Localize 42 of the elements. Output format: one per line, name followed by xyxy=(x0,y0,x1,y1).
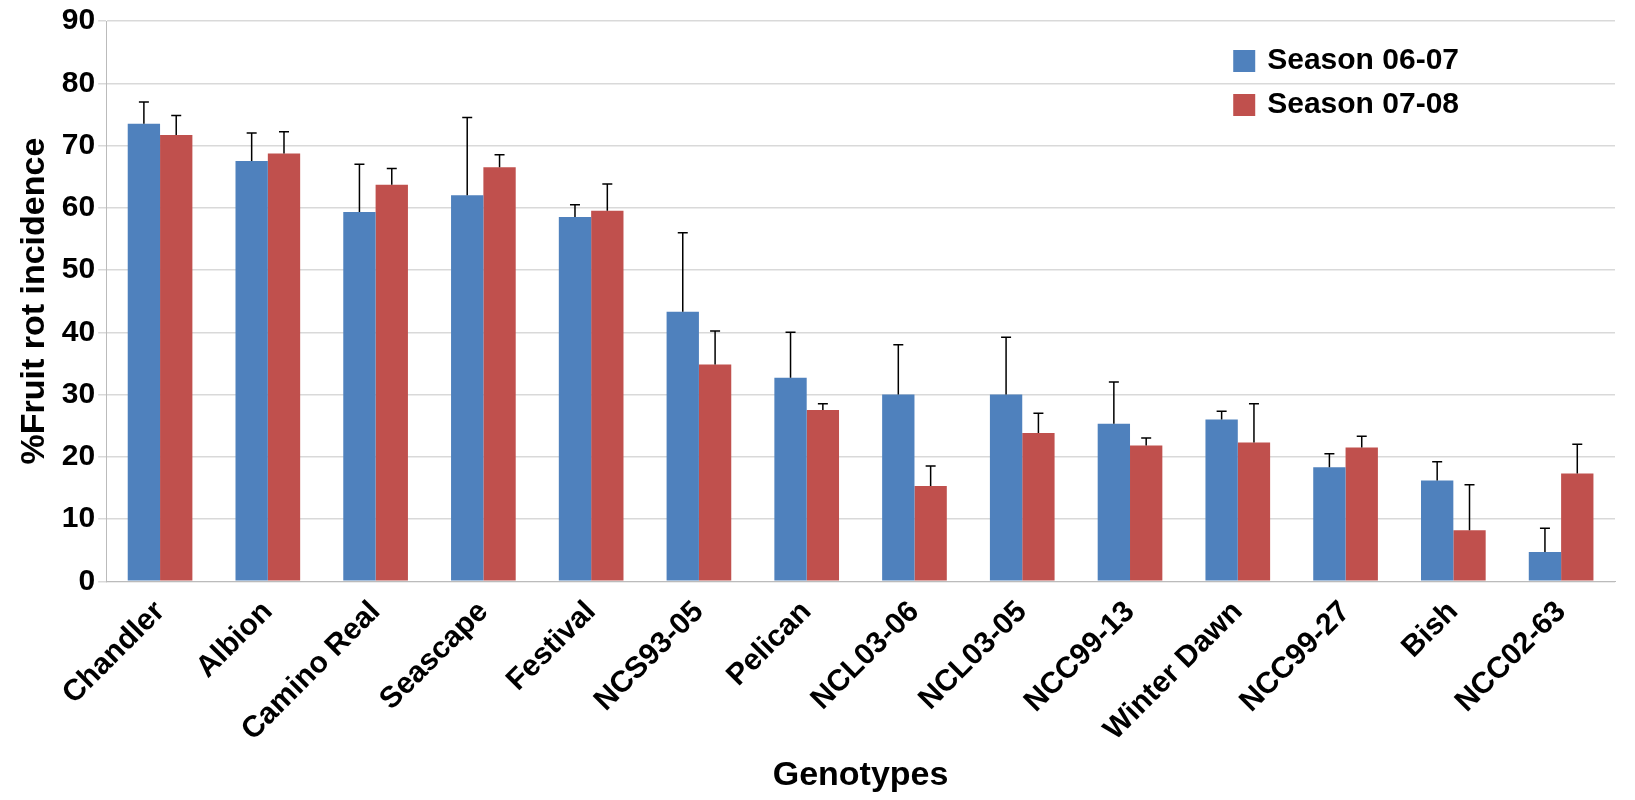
bar xyxy=(267,153,301,581)
y-tick-label: 10 xyxy=(61,500,96,534)
bar xyxy=(882,394,915,581)
bar xyxy=(160,134,193,581)
bar xyxy=(666,311,699,581)
bar xyxy=(1421,480,1454,581)
bar xyxy=(1528,552,1562,581)
y-tick-label: 80 xyxy=(61,64,96,98)
y-tick-label: 90 xyxy=(61,2,96,36)
bar xyxy=(591,210,624,581)
bar xyxy=(1345,447,1378,581)
bar xyxy=(1237,442,1271,581)
y-axis-title: %Fruit rot incidence xyxy=(12,137,51,465)
bar xyxy=(806,410,840,581)
y-tick-label: 70 xyxy=(61,126,96,160)
y-tick-label: 50 xyxy=(61,251,96,285)
bar xyxy=(127,123,161,581)
bar xyxy=(698,364,732,581)
bar xyxy=(451,195,484,581)
bar xyxy=(774,377,807,581)
bar xyxy=(1130,445,1163,581)
bar xyxy=(1453,530,1486,581)
bar xyxy=(235,161,268,581)
x-axis-title: Genotypes xyxy=(772,753,949,792)
bar xyxy=(1097,423,1131,581)
legend-label: Season 06-07 xyxy=(1267,42,1459,76)
bar xyxy=(1205,419,1238,581)
bar xyxy=(483,167,516,581)
bar xyxy=(1022,433,1055,581)
y-tick-label: 60 xyxy=(61,189,96,223)
bar xyxy=(375,184,408,581)
bar xyxy=(343,212,376,581)
legend-label: Season 07-08 xyxy=(1267,86,1459,120)
y-tick-label: 30 xyxy=(61,375,96,409)
bar xyxy=(989,394,1023,581)
y-tick-label: 20 xyxy=(61,438,96,472)
bar xyxy=(1313,467,1346,581)
y-tick-label: 0 xyxy=(78,562,96,596)
y-tick-label: 40 xyxy=(61,313,96,347)
bar xyxy=(1561,473,1594,581)
bar xyxy=(558,217,592,581)
bar xyxy=(914,486,947,581)
